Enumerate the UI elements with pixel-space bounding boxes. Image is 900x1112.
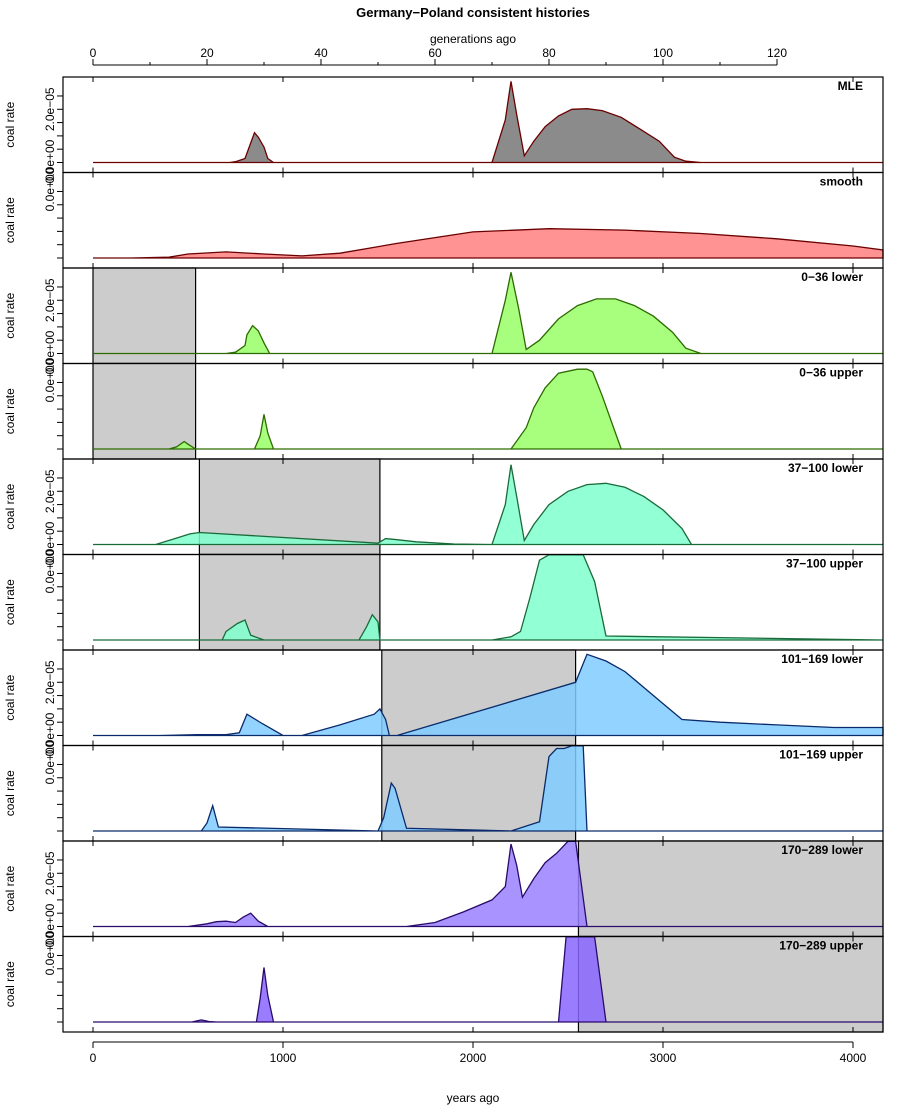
y-axis-label: coal rate: [3, 483, 17, 529]
panel-label: 37−100 lower: [788, 461, 863, 475]
series-area: [93, 464, 883, 546]
panel-label: 0−36 lower: [801, 270, 863, 284]
y-tick-label: 0.0e+00: [43, 139, 57, 183]
x-axis-label: years ago: [447, 1091, 500, 1105]
y-tick-label: 2.0e−05: [43, 660, 57, 704]
panel-label: 37−100 upper: [786, 557, 863, 571]
top-tick-label: 0: [90, 46, 97, 60]
y-tick-label: 2.0e−05: [43, 851, 57, 895]
y-tick-label: 2.0e−05: [43, 469, 57, 513]
y-axis-label: coal rate: [3, 101, 17, 147]
top-tick-label: 20: [200, 46, 214, 60]
y-tick-label: 0.0e+00: [43, 903, 57, 947]
y-axis-label: coal rate: [3, 674, 17, 720]
chart-title: Germany−Poland consistent histories: [356, 5, 590, 20]
panel-7: 101−169 upper coal rate 0.0e+00: [3, 740, 884, 842]
panel-8: 170−289 lower coal rate 0.0e+00 2.0e−05: [3, 840, 884, 947]
top-tick-label: 100: [653, 46, 673, 60]
y-axis-label: coal rate: [3, 865, 17, 911]
top-axis-label: generations ago: [430, 32, 516, 46]
series-area: [93, 368, 883, 450]
panel-1: smooth coal rate 0.0e+00: [3, 167, 884, 269]
panel-label: 170−289 upper: [779, 939, 863, 953]
x-tick-label: 3000: [650, 1051, 677, 1065]
panels: MLE coal rate 0.0e+00 2.0e−05 smooth coal rat…: [3, 76, 884, 1033]
y-tick-label: 0.0e+00: [43, 330, 57, 374]
axes: 0 1000 2000 3000 4000 0 20 40 60 80 100 120: [90, 46, 867, 1065]
panel-label: 0−36 upper: [799, 366, 863, 380]
y-tick-label: 0.0e+00: [43, 549, 57, 593]
y-axis-label: coal rate: [3, 388, 17, 434]
panel-label: 101−169 lower: [781, 652, 863, 666]
panel-3: 0−36 upper coal rate 0.0e+00: [3, 358, 884, 460]
top-tick-label: 120: [767, 46, 787, 60]
excluded-region: [92, 362, 197, 460]
series-area: [93, 840, 883, 928]
y-tick-label: 0.0e+00: [43, 931, 57, 975]
excluded-region: [577, 840, 884, 938]
top-tick-label: 40: [314, 46, 328, 60]
y-axis-label: coal rate: [3, 770, 17, 816]
y-axis-label: coal rate: [3, 292, 17, 338]
panel-5: 37−100 upper coal rate 0.0e+00: [3, 549, 884, 651]
panel-4: 37−100 lower coal rate 0.0e+00 2.0e−05: [3, 458, 884, 565]
series-area: [93, 554, 884, 641]
series-area: [93, 272, 883, 355]
x-tick-label: 2000: [460, 1051, 487, 1065]
y-tick-label: 0.0e+00: [43, 740, 57, 784]
y-tick-label: 0.0e+00: [43, 167, 57, 211]
panel-label: smooth: [820, 175, 863, 189]
top-tick-label: 60: [428, 46, 442, 60]
excluded-region: [92, 267, 197, 365]
panel-6: 101−169 lower coal rate 0.0e+00 2.0e−05: [3, 649, 884, 756]
top-tick-label: 80: [542, 46, 556, 60]
x-tick-label: 1000: [270, 1051, 297, 1065]
panel-9: 170−289 upper coal rate 0.0e+00: [3, 931, 884, 1033]
y-axis-label: coal rate: [3, 961, 17, 1007]
y-tick-label: 0.0e+00: [43, 358, 57, 402]
panel-frame: [62, 553, 884, 651]
x-tick-label: 0: [90, 1051, 97, 1065]
panel-label: 101−169 upper: [779, 748, 863, 762]
y-tick-label: 2.0e−05: [43, 278, 57, 322]
y-tick-label: 0.0e+00: [43, 521, 57, 565]
y-tick-label: 2.0e−05: [43, 87, 57, 131]
y-axis-label: coal rate: [3, 579, 17, 625]
panel-frame: [62, 76, 884, 174]
panel-label: MLE: [838, 79, 863, 93]
series-area: [93, 81, 883, 164]
series-area: [93, 653, 884, 737]
panel-2: 0−36 lower coal rate 0.0e+00 2.0e−05: [3, 267, 884, 374]
panel-label: 170−289 lower: [781, 843, 863, 857]
series-area: [93, 936, 883, 1023]
y-axis-label: coal rate: [3, 197, 17, 243]
y-tick-label: 0.0e+00: [43, 712, 57, 756]
x-tick-label: 4000: [840, 1051, 867, 1065]
panel-0: MLE coal rate 0.0e+00 2.0e−05: [3, 76, 884, 183]
series-area: [93, 228, 884, 259]
